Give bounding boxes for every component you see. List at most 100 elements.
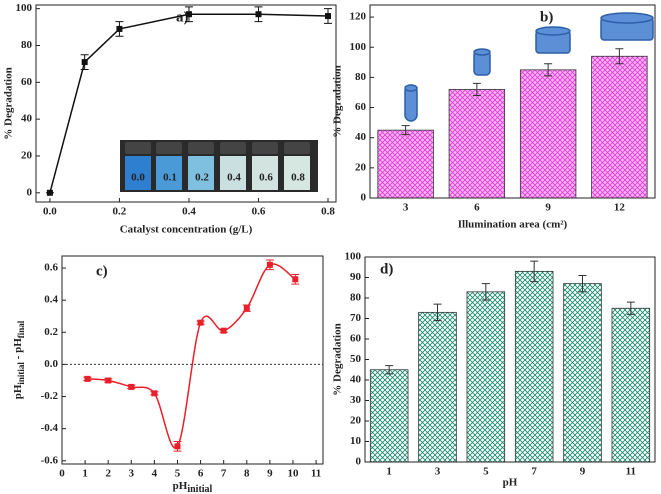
marker bbox=[266, 261, 273, 268]
marker bbox=[197, 319, 204, 326]
data-line bbox=[87, 263, 296, 449]
plot-frame bbox=[369, 4, 656, 199]
y-tick-label: 60 bbox=[355, 101, 367, 113]
x-tick-label: 8 bbox=[244, 468, 250, 480]
marker bbox=[105, 377, 112, 384]
y-tick-label: 10 bbox=[350, 435, 362, 447]
y-tick-label: 0.2 bbox=[44, 326, 58, 338]
x-tick-label: 9 bbox=[580, 466, 586, 478]
bar bbox=[563, 283, 602, 463]
error-bar bbox=[578, 274, 587, 293]
y-axis-label: % Degradation bbox=[332, 323, 344, 395]
bar bbox=[514, 270, 554, 463]
x-tick-label: 1 bbox=[82, 468, 88, 480]
x-tick-label: 0.0 bbox=[43, 206, 57, 218]
y-tick-label: 40 bbox=[350, 374, 362, 386]
bar bbox=[519, 69, 577, 199]
y-tick-label: 60 bbox=[21, 76, 33, 88]
error-bar bbox=[401, 125, 410, 136]
x-tick-label: 3 bbox=[435, 466, 441, 478]
inset-label: 0.6 bbox=[259, 172, 273, 184]
x-tick-label: 11 bbox=[626, 466, 636, 478]
error-bar bbox=[544, 63, 553, 77]
x-label-main: pH bbox=[173, 480, 188, 492]
x-tick-label: 7 bbox=[531, 466, 537, 478]
x-tick-label: 4 bbox=[152, 468, 158, 480]
inset-photo bbox=[120, 140, 318, 192]
x-tick-label: 11 bbox=[311, 468, 321, 480]
inset-label: 0.2 bbox=[195, 172, 209, 184]
y-tick-label: 20 bbox=[350, 415, 362, 427]
error-bar bbox=[472, 82, 481, 96]
x-tick-label: 1 bbox=[386, 466, 392, 478]
x-tick-label: 0.8 bbox=[321, 206, 335, 218]
inset-label: 0.8 bbox=[291, 172, 305, 184]
error-bar bbox=[615, 48, 624, 65]
bar bbox=[466, 291, 506, 463]
y-tick-label: 60 bbox=[350, 333, 362, 345]
bar bbox=[611, 307, 651, 463]
x-tick-label: 7 bbox=[221, 468, 227, 480]
bar bbox=[591, 55, 648, 199]
panel-label: b) bbox=[540, 9, 553, 25]
x-tick-label: 3 bbox=[403, 202, 409, 214]
marker bbox=[185, 11, 192, 18]
marker bbox=[128, 383, 135, 390]
marker bbox=[81, 59, 88, 66]
marker bbox=[46, 189, 53, 196]
x-tick-label: 5 bbox=[175, 468, 181, 480]
marker bbox=[243, 305, 250, 312]
bar bbox=[418, 311, 457, 463]
marker bbox=[220, 327, 227, 334]
y-tick-label: 50 bbox=[350, 353, 362, 365]
x-tick-label: 9 bbox=[267, 468, 273, 480]
x-tick-label: 2 bbox=[105, 468, 111, 480]
y-tick-label: -0.4 bbox=[41, 422, 59, 434]
y-tick-label: 40 bbox=[21, 113, 33, 125]
error-bar bbox=[433, 303, 442, 322]
y-tick-label: -0.2 bbox=[41, 390, 59, 402]
y-tick-label: 80 bbox=[355, 71, 367, 83]
y-axis-label: % Degradation bbox=[332, 65, 344, 137]
inset-label: 0.1 bbox=[163, 172, 177, 184]
area-icons bbox=[404, 12, 654, 122]
x-label-sub: initial bbox=[187, 484, 212, 494]
y-tick-label: 80 bbox=[21, 39, 33, 51]
y-tick-label: -0.6 bbox=[41, 454, 59, 466]
y-tick-label: 90 bbox=[350, 271, 362, 283]
error-bar bbox=[385, 365, 394, 375]
y-tick-label: 120 bbox=[350, 11, 367, 23]
error-bar bbox=[626, 301, 635, 315]
x-tick-label: 6 bbox=[198, 468, 204, 480]
y-tick-label: 100 bbox=[350, 41, 367, 53]
y-axis-label: % Degradation bbox=[3, 67, 15, 139]
error-bar bbox=[481, 283, 490, 301]
y-tick-label: 100 bbox=[16, 2, 33, 14]
error-bar bbox=[530, 260, 539, 283]
y-tick-label: 40 bbox=[355, 131, 367, 143]
panel-label: d) bbox=[380, 261, 393, 277]
bar bbox=[369, 369, 409, 463]
x-tick-label: 0.4 bbox=[182, 206, 196, 218]
x-axis-label: Catalyst concentration (g/L) bbox=[120, 224, 253, 236]
inset-label: 0.0 bbox=[131, 172, 145, 184]
x-tick-label: 9 bbox=[545, 202, 551, 214]
y-tick-label: 100 bbox=[345, 251, 362, 263]
y-tick-label: 0 bbox=[27, 186, 33, 198]
x-tick-label: 3 bbox=[129, 468, 135, 480]
y-label-sub: initial bbox=[16, 362, 26, 385]
data-line bbox=[49, 13, 329, 193]
y-tick-label: 20 bbox=[355, 161, 367, 173]
x-tick-label: 0.6 bbox=[252, 206, 266, 218]
marker bbox=[292, 276, 299, 283]
x-axis-label: pHinitial bbox=[173, 480, 213, 494]
y-tick-label: 0.4 bbox=[44, 294, 58, 306]
bar bbox=[448, 89, 506, 199]
y-tick-label: 0 bbox=[361, 192, 367, 204]
marker bbox=[174, 443, 181, 450]
y-tick-label: 0 bbox=[356, 456, 362, 468]
y-label-sub: final bbox=[16, 320, 26, 338]
x-tick-label: 10 bbox=[287, 468, 299, 480]
x-tick-label: 12 bbox=[614, 202, 626, 214]
